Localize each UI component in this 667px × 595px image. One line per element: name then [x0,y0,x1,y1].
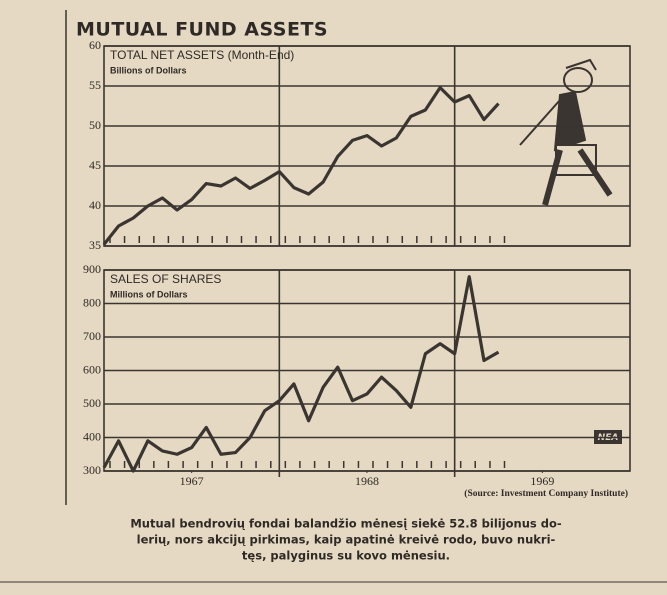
y-tick-label: 50 [89,118,101,132]
caption-line: tęs, palyginus su kovo mėnesiu. [242,549,450,563]
cartoon-head [564,68,592,92]
panel-subtitle: Billions of Dollars [110,65,187,75]
y-tick-label: 800 [83,295,101,309]
chart: MUTUAL FUND ASSETS (Source: Investment C… [0,0,667,595]
caption-line: lerių, nors akcijų pirkimas, kaip apatin… [137,533,556,547]
panel-title: SALES OF SHARES [110,272,221,286]
y-tick-label: 40 [89,198,101,212]
y-tick-label: 700 [83,329,101,343]
data-line [104,277,499,471]
panel-title: TOTAL NET ASSETS (Month-End) [110,48,294,62]
y-tick-label: 60 [89,38,101,52]
y-tick-label: 45 [89,158,101,172]
y-tick-label: 900 [83,262,101,276]
y-tick-label: 55 [89,78,101,92]
x-tick-label: 1968 [355,474,379,488]
panel-frame [104,46,630,246]
x-tick-label: 1969 [530,474,554,488]
y-tick-label: 400 [83,429,101,443]
y-tick-label: 300 [83,463,101,477]
x-tick-label: 1967 [180,474,204,488]
y-tick-label: 600 [83,362,101,376]
panel-subtitle: Millions of Dollars [110,289,188,299]
cartoon [520,60,610,205]
chart-title: MUTUAL FUND ASSETS [76,19,328,41]
cartoon-arm [520,100,560,145]
y-tick-label: 500 [83,396,101,410]
y-tick-label: 35 [89,238,101,252]
source: (Source: Investment Company Institute) [464,488,628,499]
caption-line: Mutual bendrovių fondai balandžio mėnesį… [130,517,562,531]
